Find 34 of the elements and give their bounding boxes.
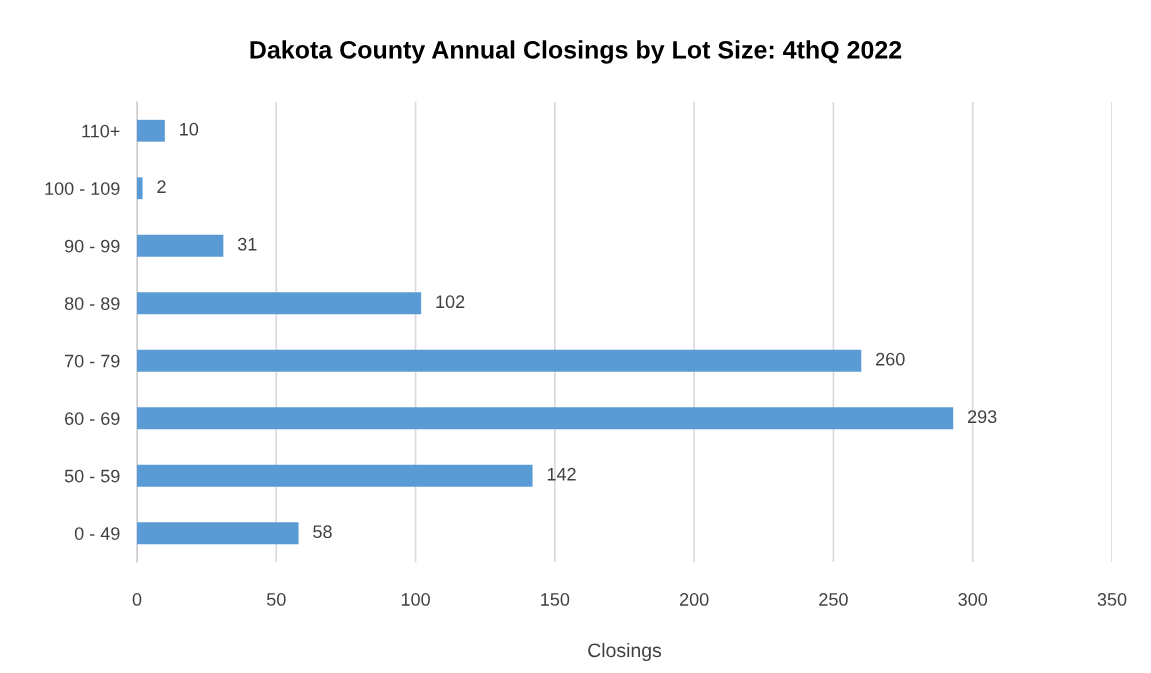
x-tick-label: 50 [266, 593, 286, 606]
bar [137, 292, 422, 315]
bar [137, 522, 299, 545]
x-tick-label: 250 [819, 593, 848, 606]
bar [137, 407, 954, 430]
y-tick-label: 0 - 49 [74, 527, 120, 540]
bar [137, 119, 165, 142]
y-tick-label: 60 - 69 [65, 412, 120, 425]
data-label: 142 [547, 467, 576, 481]
y-tick-label: 90 - 99 [64, 239, 120, 253]
y-tick-label: 70 - 79 [65, 354, 120, 368]
bar [137, 177, 143, 200]
bar [137, 349, 862, 372]
y-tick-label: 50 - 59 [64, 469, 120, 483]
data-label: 293 [968, 410, 997, 424]
data-label: 10 [180, 122, 199, 136]
chart-title: Dakota County Annual Closings by Lot Size: 4thQ 2022 [250, 40, 902, 64]
y-tick-label: 100 - 109 [45, 182, 120, 195]
bar [137, 464, 533, 487]
data-label: 58 [313, 525, 332, 539]
x-tick-label: 350 [1097, 593, 1127, 606]
x-tick-label: 150 [541, 593, 570, 606]
data-label: 31 [237, 237, 257, 251]
x-tick-label: 100 [401, 593, 430, 606]
y-tick-label: 80 - 89 [64, 297, 120, 310]
data-label: 102 [436, 295, 465, 309]
data-label: 260 [876, 352, 905, 366]
data-label: 2 [157, 180, 166, 193]
x-tick-label: 300 [958, 593, 988, 606]
y-tick-label: 110+ [82, 124, 120, 138]
x-tick-label: 0 [132, 593, 142, 606]
x-axis-title: Closings [588, 642, 662, 662]
bar [137, 234, 224, 257]
x-tick-label: 200 [679, 593, 709, 606]
